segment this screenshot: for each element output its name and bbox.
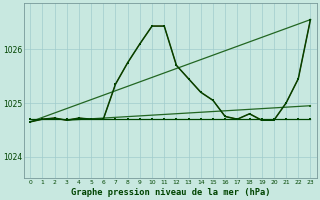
- X-axis label: Graphe pression niveau de la mer (hPa): Graphe pression niveau de la mer (hPa): [71, 188, 270, 197]
